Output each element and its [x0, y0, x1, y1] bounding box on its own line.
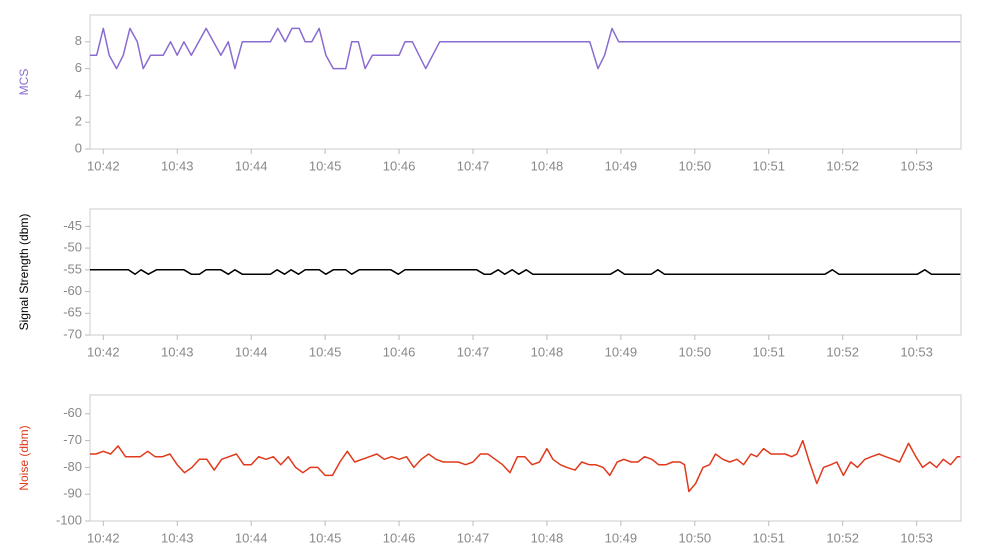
- x-tick-label: 10:47: [457, 344, 490, 359]
- y-tick-label: -80: [63, 459, 82, 474]
- data-line: [90, 269, 961, 275]
- x-tick-label: 10:47: [457, 530, 490, 545]
- x-tick-label: 10:52: [826, 530, 859, 545]
- x-tick-label: 10:48: [531, 344, 564, 359]
- y-tick-label: -90: [63, 486, 82, 501]
- x-tick-label: 10:45: [309, 158, 342, 173]
- x-tick-label: 10:51: [752, 530, 785, 545]
- x-tick-label: 10:53: [900, 158, 933, 173]
- x-tick-label: 10:49: [605, 344, 638, 359]
- x-tick-label: 10:46: [383, 344, 416, 359]
- plot-frame: [89, 208, 962, 336]
- x-tick-label: 10:52: [826, 158, 859, 173]
- x-tick-label: 10:48: [531, 158, 564, 173]
- y-axis-title: MCS: [17, 69, 31, 96]
- x-tick-label: 10:42: [87, 158, 120, 173]
- x-tick-label: 10:42: [87, 344, 120, 359]
- y-tick-label: -45: [63, 218, 82, 233]
- plot-frame: [89, 394, 962, 522]
- x-tick-label: 10:50: [679, 530, 712, 545]
- data-line: [90, 27, 961, 70]
- x-tick-label: 10:52: [826, 344, 859, 359]
- x-tick-label: 10:45: [309, 344, 342, 359]
- y-tick-label: -70: [63, 432, 82, 447]
- x-tick-label: 10:50: [679, 158, 712, 173]
- y-tick-label: -65: [63, 305, 82, 320]
- x-tick-label: 10:51: [752, 158, 785, 173]
- x-tick-label: 10:47: [457, 158, 490, 173]
- y-tick-label: -60: [63, 283, 82, 298]
- data-line: [90, 439, 961, 493]
- x-tick-label: 10:46: [383, 158, 416, 173]
- x-tick-label: 10:43: [161, 530, 194, 545]
- x-tick-label: 10:43: [161, 344, 194, 359]
- x-tick-label: 10:44: [235, 158, 268, 173]
- x-tick-label: 10:44: [235, 530, 268, 545]
- x-tick-label: 10:45: [309, 530, 342, 545]
- y-tick-label: 6: [75, 60, 82, 75]
- y-tick-label: -55: [63, 261, 82, 276]
- y-tick-label: 0: [75, 140, 82, 155]
- x-tick-label: 10:53: [900, 344, 933, 359]
- y-axis-title: Noise (dbm): [17, 425, 31, 490]
- y-tick-label: -50: [63, 240, 82, 255]
- x-tick-label: 10:49: [605, 530, 638, 545]
- x-tick-label: 10:46: [383, 530, 416, 545]
- y-axis-title: Signal Strength (dbm): [17, 214, 31, 331]
- x-tick-label: 10:49: [605, 158, 638, 173]
- x-tick-label: 10:44: [235, 344, 268, 359]
- x-tick-label: 10:51: [752, 344, 785, 359]
- plot-frame: [89, 14, 962, 150]
- y-tick-label: 2: [75, 114, 82, 129]
- x-tick-label: 10:43: [161, 158, 194, 173]
- y-tick-label: 4: [75, 87, 82, 102]
- x-tick-label: 10:42: [87, 530, 120, 545]
- x-tick-label: 10:48: [531, 530, 564, 545]
- y-tick-label: -70: [63, 326, 82, 341]
- x-tick-label: 10:50: [679, 344, 712, 359]
- y-tick-label: 8: [75, 33, 82, 48]
- y-tick-label: -60: [63, 405, 82, 420]
- x-tick-label: 10:53: [900, 530, 933, 545]
- y-tick-label: -100: [56, 512, 82, 527]
